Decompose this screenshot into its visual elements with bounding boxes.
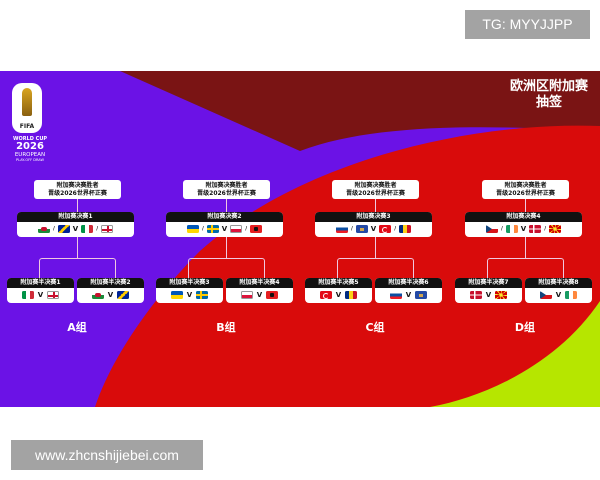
- semifinal-match-card: 附加赛半决赛3 V: [156, 278, 223, 303]
- flag-denmark-icon: [469, 291, 482, 299]
- semifinal-match-card: 附加赛半决赛2 V: [77, 278, 144, 303]
- bracket-connector: [188, 258, 265, 278]
- flag-ukraine-icon: [170, 291, 183, 299]
- group-label: D组: [514, 321, 536, 334]
- final-match-card: 附加赛决赛3 /V /: [315, 212, 432, 237]
- flag-romania-icon: [399, 225, 412, 233]
- group-label: B组: [216, 321, 236, 334]
- group-label: A组: [67, 321, 87, 334]
- winner-box: 附加赛决赛胜者 晋级2026世界杯正赛: [34, 180, 121, 199]
- flag-czechia-icon: [539, 291, 552, 299]
- semifinal-match-card: 附加赛半决赛7 V: [455, 278, 522, 303]
- flag-sweden-icon: [196, 291, 209, 299]
- bracket-line: [77, 237, 78, 258]
- final-match-card: 附加赛决赛2 /V /: [166, 212, 283, 237]
- bracket-line: [77, 199, 78, 212]
- flag-bosnia-icon: [57, 225, 70, 233]
- bracket-line: [525, 199, 526, 212]
- flag-czechia-icon: [485, 225, 498, 233]
- red-shape: [95, 125, 600, 407]
- flag-turkey-icon: [319, 291, 332, 299]
- bracket-connector: [487, 258, 564, 278]
- bracket-line: [226, 237, 227, 258]
- flag-nmacedonia-icon: [495, 291, 508, 299]
- semifinal-match-card: 附加赛半决赛8 V: [525, 278, 592, 303]
- flag-sweden-icon: [206, 225, 219, 233]
- semifinal-match-card: 附加赛半决赛4 V: [226, 278, 293, 303]
- poster-background: [95, 71, 600, 407]
- flag-kosovo-icon: [355, 225, 368, 233]
- flag-poland-icon: [230, 225, 243, 233]
- flag-albania-icon: [266, 291, 279, 299]
- flag-turkey-icon: [379, 225, 392, 233]
- flag-bosnia-icon: [117, 291, 130, 299]
- tg-badge: TG: MYYJJPP: [465, 10, 590, 39]
- group-3: 附加赛决赛胜者 晋级2026世界杯正赛 附加赛决赛3 /V / 附加赛半决赛5 V …: [305, 180, 445, 380]
- flag-nireland-icon: [101, 225, 114, 233]
- bracket-connector: [39, 258, 116, 278]
- flag-italy-icon: [81, 225, 94, 233]
- bracket-line: [525, 237, 526, 258]
- winner-box: 附加赛决赛胜者 晋级2026世界杯正赛: [332, 180, 419, 199]
- semifinal-match-card: 附加赛半决赛5 V: [305, 278, 372, 303]
- bracket-connector: [337, 258, 414, 278]
- final-match-card: 附加赛决赛1 /V /: [17, 212, 134, 237]
- group-label: C组: [365, 321, 385, 334]
- bracket-line: [375, 237, 376, 258]
- flag-wales-icon: [91, 291, 104, 299]
- semifinal-match-card: 附加赛半决赛6 V: [375, 278, 442, 303]
- bracket-line: [375, 199, 376, 212]
- world-cup-2026-logo: FIFA WORLD CUP 2026 EUROPEAN PLAY-OFF DR…: [10, 83, 50, 162]
- flag-nireland-icon: [47, 291, 60, 299]
- flag-denmark-icon: [529, 225, 542, 233]
- flag-romania-icon: [345, 291, 358, 299]
- final-match-card: 附加赛决赛4 /V /: [465, 212, 582, 237]
- flag-poland-icon: [240, 291, 253, 299]
- flag-nmacedonia-icon: [549, 225, 562, 233]
- flag-wales-icon: [37, 225, 50, 233]
- bracket-line: [226, 199, 227, 212]
- flag-slovakia-icon: [389, 291, 402, 299]
- dark-red-shape: [120, 71, 600, 151]
- flag-ireland-icon: [565, 291, 578, 299]
- flag-ireland-icon: [505, 225, 518, 233]
- semifinal-match-card: 附加赛半决赛1 V: [7, 278, 74, 303]
- website-watermark: www.zhcnshijiebei.com: [11, 440, 203, 470]
- winner-box: 附加赛决赛胜者 晋级2026世界杯正赛: [183, 180, 270, 199]
- trophy-icon: [22, 88, 32, 116]
- group-1: 附加赛决赛胜者 晋级2026世界杯正赛 附加赛决赛1 /V / 附加赛半决赛1 V …: [7, 180, 147, 380]
- lime-shape: [430, 301, 600, 407]
- winner-box: 附加赛决赛胜者 晋级2026世界杯正赛: [482, 180, 569, 199]
- flag-slovakia-icon: [335, 225, 348, 233]
- flag-italy-icon: [21, 291, 34, 299]
- playoff-draw-poster: FIFA WORLD CUP 2026 EUROPEAN PLAY-OFF DR…: [0, 71, 600, 407]
- group-2: 附加赛决赛胜者 晋级2026世界杯正赛 附加赛决赛2 /V / 附加赛半决赛3 V …: [156, 180, 296, 380]
- flag-ukraine-icon: [186, 225, 199, 233]
- flag-kosovo-icon: [415, 291, 428, 299]
- flag-albania-icon: [250, 225, 263, 233]
- group-4: 附加赛决赛胜者 晋级2026世界杯正赛 附加赛决赛4 /V / 附加赛半决赛7 V …: [455, 180, 595, 380]
- poster-title: 欧洲区附加赛 抽签: [509, 79, 588, 110]
